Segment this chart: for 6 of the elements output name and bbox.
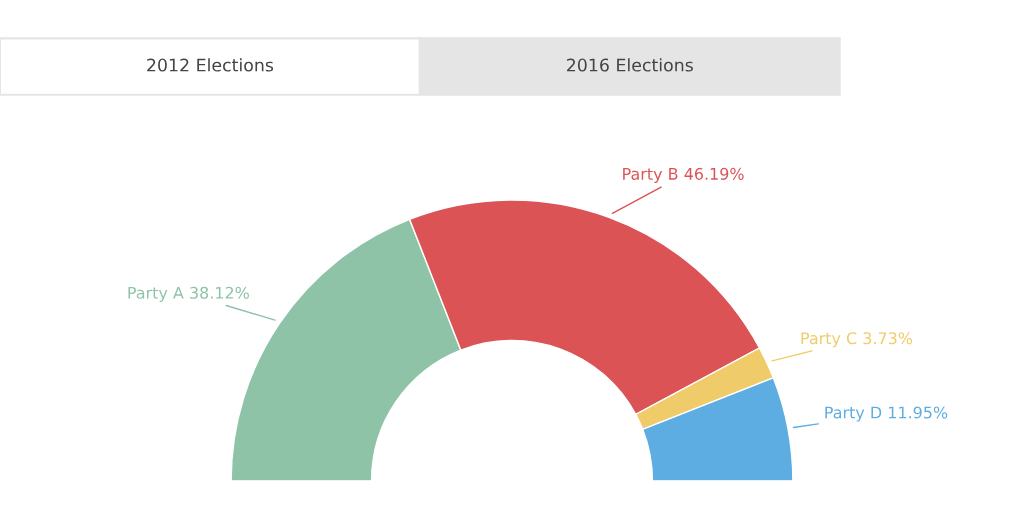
slice-label: Party B 46.19%	[623, 167, 744, 183]
slice-label: Party D 11.95%	[825, 406, 948, 422]
text: 2012 Elections	[147, 58, 274, 72]
slice-label: Party C 3.73%	[801, 332, 913, 348]
text: 2016 Elections	[567, 58, 693, 72]
slice-label: Party A 38.12%	[128, 286, 249, 302]
